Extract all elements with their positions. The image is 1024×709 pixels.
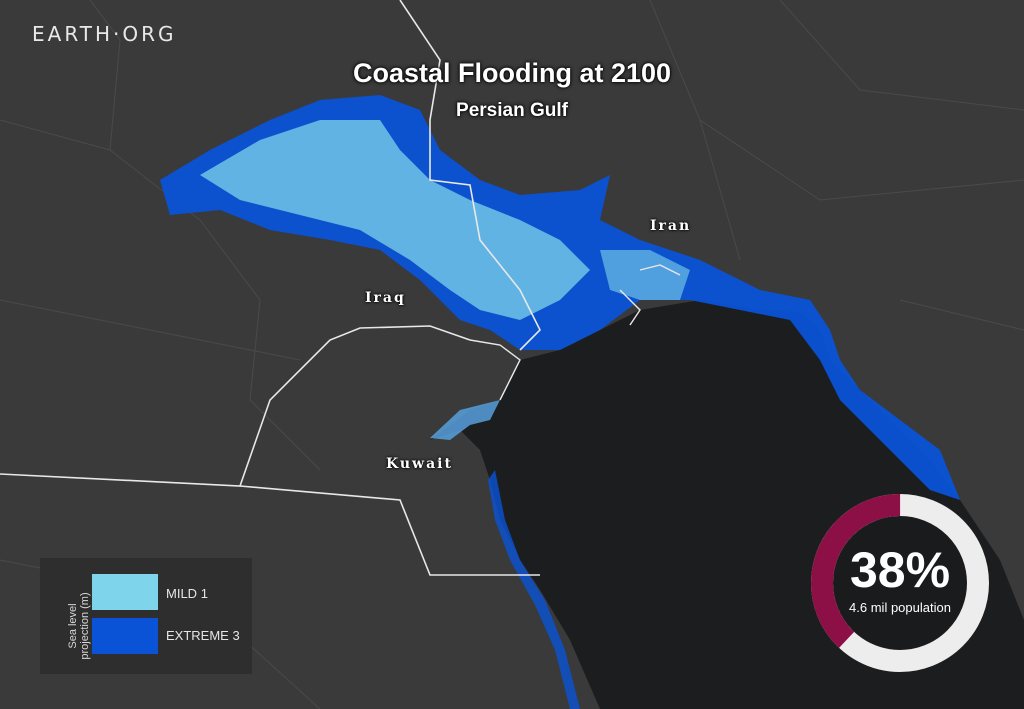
population-percent: 38% — [849, 542, 951, 598]
country-label-iran: Iran — [650, 218, 692, 234]
population-ring — [811, 494, 989, 672]
country-label-kuwait: Kuwait — [386, 456, 453, 472]
map-subtitle: Persian Gulf — [456, 100, 568, 121]
kuwait-bay-flood — [430, 400, 500, 440]
ring-center — [834, 517, 966, 649]
country-borders — [0, 0, 541, 576]
sea-level-legend: Sea level projection (m) MILD 1 EXTREME … — [40, 558, 252, 674]
legend-label-extreme: EXTREME 3 — [166, 628, 240, 643]
population-caption: 4.6 mil population — [849, 600, 951, 615]
country-label-iraq: Iraq — [365, 290, 406, 306]
legend-axis-label: Sea level projection (m) — [67, 592, 91, 660]
legend-label-mild: MILD 1 — [166, 586, 208, 601]
legend-swatch-extreme — [92, 618, 158, 654]
mild-flood-zone — [200, 120, 590, 320]
coastline — [469, 264, 681, 401]
coastal-flood-strip — [488, 470, 580, 709]
mild-flood-zone-east — [600, 250, 690, 300]
map-title: Coastal Flooding at 2100 — [352, 58, 672, 88]
earth-org-logo: EARTH·ORG — [32, 22, 177, 46]
legend-swatch-mild — [92, 574, 158, 610]
